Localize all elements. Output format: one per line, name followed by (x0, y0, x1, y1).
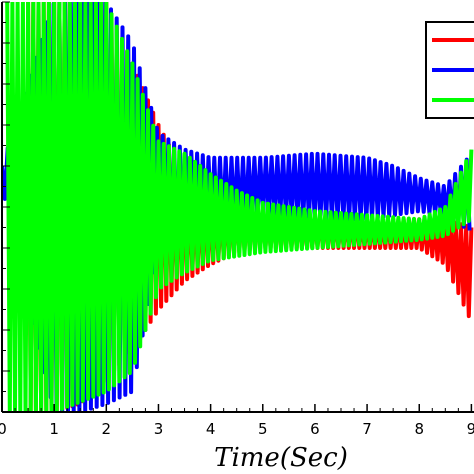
x-tick-label: 6 (310, 420, 320, 438)
x-axis-title: Time(Sec) (214, 443, 348, 473)
x-tick-label: 9 (467, 420, 474, 438)
series-line-3 (5, 2, 474, 412)
axes-layer: 0 1 2 3 4 5 6 7 8 9 (0, 1, 474, 438)
series-layer (2, 2, 474, 412)
legend (425, 21, 474, 119)
x-tick-label: 7 (362, 420, 372, 438)
x-tick-label: 3 (154, 420, 164, 438)
x-tick-label: 0 (0, 420, 7, 438)
x-tick-label: 8 (414, 420, 424, 438)
x-tick-label: 2 (102, 420, 112, 438)
x-tick-label: 1 (49, 420, 59, 438)
x-tick-label: 4 (206, 420, 216, 438)
x-tick-label: 5 (258, 420, 268, 438)
